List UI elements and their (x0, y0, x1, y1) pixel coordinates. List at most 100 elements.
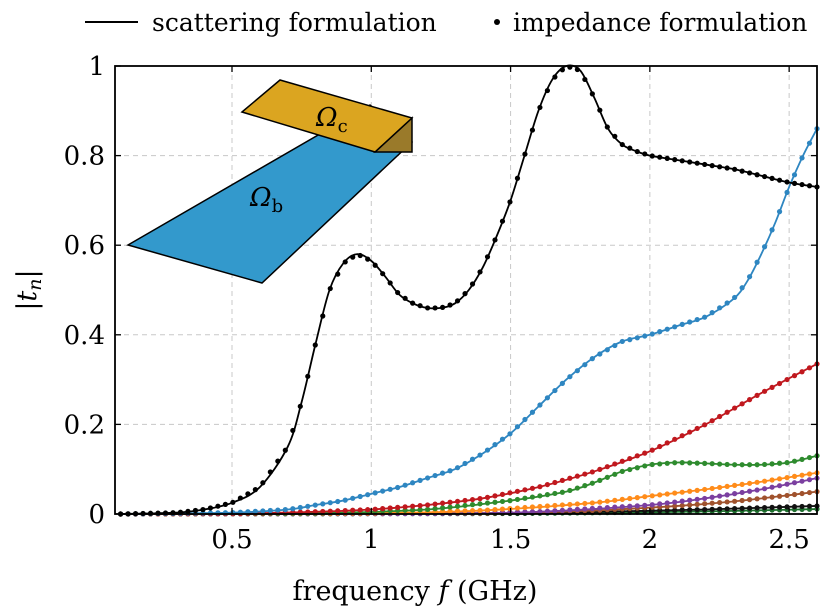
series-point (477, 269, 483, 275)
series-point (709, 506, 715, 512)
series-point (664, 460, 670, 466)
series-point (402, 504, 408, 510)
series-point (604, 464, 610, 470)
series-point (567, 374, 573, 380)
y-axis-label: |tn| (12, 269, 46, 310)
series-point (612, 461, 618, 467)
series-point (627, 503, 633, 509)
series-point (597, 351, 603, 357)
series-point (477, 452, 483, 458)
series-point (245, 509, 251, 515)
series-point (559, 502, 565, 508)
series-point (664, 500, 670, 506)
series-point (776, 493, 783, 499)
series-point (582, 483, 588, 489)
series-point (657, 461, 663, 467)
series-point (724, 492, 730, 498)
series-point (252, 487, 258, 493)
series-point (791, 373, 798, 379)
series-point (619, 458, 625, 464)
series-point (327, 508, 333, 514)
series-point (544, 492, 551, 498)
series-point (672, 436, 678, 442)
series-point (761, 478, 768, 484)
series-point (732, 482, 738, 488)
series-point (732, 294, 738, 301)
series-point (642, 333, 648, 339)
series-point (634, 495, 640, 501)
series-point (754, 496, 760, 502)
series-point (679, 321, 685, 327)
legend-label-scattering: scattering formulation (152, 8, 437, 37)
series-point (320, 313, 326, 319)
y-tick-label: 0.4 (64, 321, 105, 351)
series-point (739, 285, 745, 291)
series-point (776, 460, 783, 466)
series-point (327, 285, 333, 292)
series-point (582, 471, 588, 477)
series-point (357, 252, 363, 259)
series-point (776, 483, 783, 489)
series-point (776, 380, 783, 387)
series-point (657, 492, 663, 498)
series-point (702, 495, 708, 502)
series-point (477, 501, 483, 507)
series-point (769, 484, 775, 490)
series-point (717, 413, 723, 420)
series-point (784, 376, 790, 383)
y-tick-label: 0.8 (64, 142, 105, 172)
series-point (529, 409, 536, 415)
series-point (806, 503, 813, 509)
series-point (492, 493, 498, 499)
series-point (574, 501, 580, 507)
series-point (642, 463, 648, 469)
series-point (739, 401, 745, 407)
series-point (664, 440, 670, 446)
series-point (784, 492, 790, 499)
series-point (799, 503, 805, 510)
series-point (702, 460, 708, 466)
series-point (552, 502, 558, 509)
series-point (724, 499, 730, 505)
series-point (410, 480, 416, 486)
series-point (537, 104, 543, 111)
series-point (657, 501, 663, 507)
series-point (747, 480, 753, 486)
series-point (664, 503, 670, 510)
series-point (649, 502, 655, 508)
series-point (365, 507, 371, 513)
series-point (469, 502, 476, 508)
series-point (612, 133, 618, 139)
series-point (589, 500, 595, 506)
series-point (739, 481, 745, 487)
series-point (357, 507, 363, 513)
series-point (290, 427, 296, 434)
series-point (484, 507, 491, 513)
series-point (267, 507, 273, 514)
series-point (799, 456, 805, 462)
series-point (589, 469, 595, 475)
series-point (275, 507, 281, 513)
series-point (507, 199, 513, 205)
series-point (619, 496, 625, 502)
series-point (694, 487, 700, 493)
legend-dot-marker (494, 19, 500, 25)
series-point (769, 494, 775, 500)
series-point (305, 373, 311, 379)
series-point (694, 496, 700, 502)
series-point (514, 505, 521, 511)
series-point (672, 499, 678, 505)
series-point (664, 155, 670, 161)
series-point (709, 494, 715, 500)
series-point (597, 466, 603, 472)
series-point (672, 507, 678, 513)
series-point (507, 431, 513, 437)
series-point (589, 356, 595, 362)
series-line (120, 64, 818, 515)
series-point (559, 380, 565, 386)
series-point (761, 388, 768, 394)
series-point (372, 262, 378, 268)
series-point (410, 507, 416, 513)
y-tick-label: 0.2 (64, 410, 105, 440)
series-point (761, 173, 768, 180)
